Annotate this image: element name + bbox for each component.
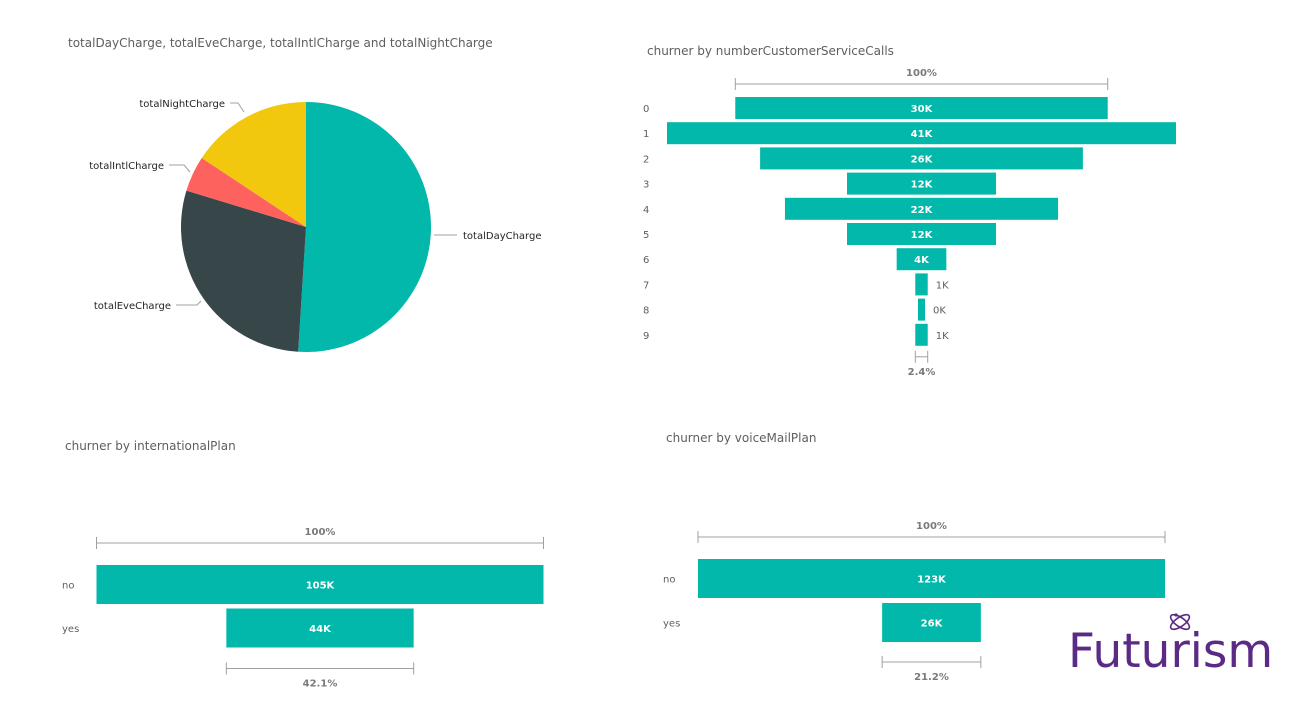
funnel-value-label: 12K bbox=[911, 230, 934, 241]
funnel-top-percent: 100% bbox=[305, 527, 336, 538]
funnel-category-label: 0 bbox=[643, 104, 649, 115]
funnel-category-label: no bbox=[663, 575, 675, 586]
funnel-bar-8 bbox=[918, 298, 925, 321]
funnel-category-label: 1 bbox=[643, 129, 649, 140]
pie-leader-line bbox=[230, 102, 245, 113]
futurism-logo: Futurism bbox=[1068, 624, 1274, 679]
pie-slice-totalNightCharge bbox=[201, 102, 306, 227]
funnel-bar-no bbox=[698, 559, 1165, 598]
funnel-bar-7 bbox=[915, 273, 928, 296]
pie-label: totalIntlCharge bbox=[89, 161, 164, 172]
funnel-bar-2 bbox=[760, 147, 1083, 170]
funnel-value-label: 41K bbox=[911, 129, 934, 140]
funnel-bar-5 bbox=[847, 223, 996, 245]
funnel-value-label: 4K bbox=[914, 255, 930, 266]
funnel-category-label: 7 bbox=[643, 280, 649, 291]
intl-funnel-title: churner by internationalPlan bbox=[65, 439, 236, 453]
pie-slice-totalDayCharge bbox=[298, 102, 431, 352]
funnel-bar-yes bbox=[882, 603, 981, 642]
funnel-category-label: no bbox=[62, 581, 74, 592]
calls-funnel-title: churner by numberCustomerServiceCalls bbox=[647, 44, 894, 58]
funnel-value-label: 22K bbox=[911, 205, 934, 216]
pie-leader-line bbox=[169, 164, 191, 173]
funnel-bar-1 bbox=[667, 122, 1176, 145]
funnel-bottom-percent: 2.4% bbox=[908, 367, 936, 378]
funnel-bar-4 bbox=[784, 197, 1059, 220]
pie-leader-line bbox=[176, 300, 202, 306]
funnel-value-label: 1K bbox=[936, 331, 949, 342]
funnel-bar-no bbox=[96, 565, 544, 604]
funnel-top-percent: 100% bbox=[916, 521, 947, 532]
pie-label: totalNightCharge bbox=[139, 99, 225, 110]
funnel-bottom-percent: 42.1% bbox=[303, 679, 338, 690]
funnel-bar-6 bbox=[896, 248, 947, 271]
funnel-category-label: 3 bbox=[643, 180, 649, 191]
funnel-category-label: yes bbox=[62, 624, 79, 635]
funnel-bar-yes bbox=[226, 608, 414, 648]
funnel-bar-9 bbox=[915, 323, 928, 346]
pie-label: totalEveCharge bbox=[94, 301, 171, 312]
pie-slice-totalIntlCharge bbox=[186, 158, 306, 227]
funnel-value-label: 30K bbox=[911, 104, 934, 115]
funnel-value-label: 1K bbox=[936, 280, 949, 291]
funnel-top-percent: 100% bbox=[906, 68, 937, 79]
funnel-category-label: 5 bbox=[643, 230, 649, 241]
funnel-category-label: 9 bbox=[643, 331, 649, 342]
pie-chart-title: totalDayCharge, totalEveCharge, totalInt… bbox=[68, 36, 493, 50]
funnel-category-label: 8 bbox=[643, 306, 649, 317]
funnel-value-label: 0K bbox=[933, 306, 946, 317]
pie-label: totalDayCharge bbox=[463, 231, 542, 242]
funnel-value-label: 105K bbox=[306, 581, 336, 592]
funnel-value-label: 26K bbox=[921, 619, 944, 630]
funnel-value-label: 44K bbox=[309, 624, 332, 635]
funnel-value-label: 12K bbox=[911, 180, 934, 191]
funnel-category-label: 2 bbox=[643, 154, 649, 165]
funnel-bottom-percent: 21.2% bbox=[914, 672, 949, 683]
funnel-value-label: 26K bbox=[911, 154, 934, 165]
funnel-category-label: 6 bbox=[643, 255, 649, 266]
funnel-value-label: 123K bbox=[917, 575, 947, 586]
funnel-bar-3 bbox=[847, 172, 996, 195]
vmail-funnel-title: churner by voiceMailPlan bbox=[666, 431, 817, 445]
funnel-category-label: yes bbox=[663, 619, 680, 630]
pie-slice-totalEveCharge bbox=[181, 190, 306, 352]
funnel-category-label: 4 bbox=[643, 205, 649, 216]
funnel-bar-0 bbox=[735, 97, 1108, 119]
